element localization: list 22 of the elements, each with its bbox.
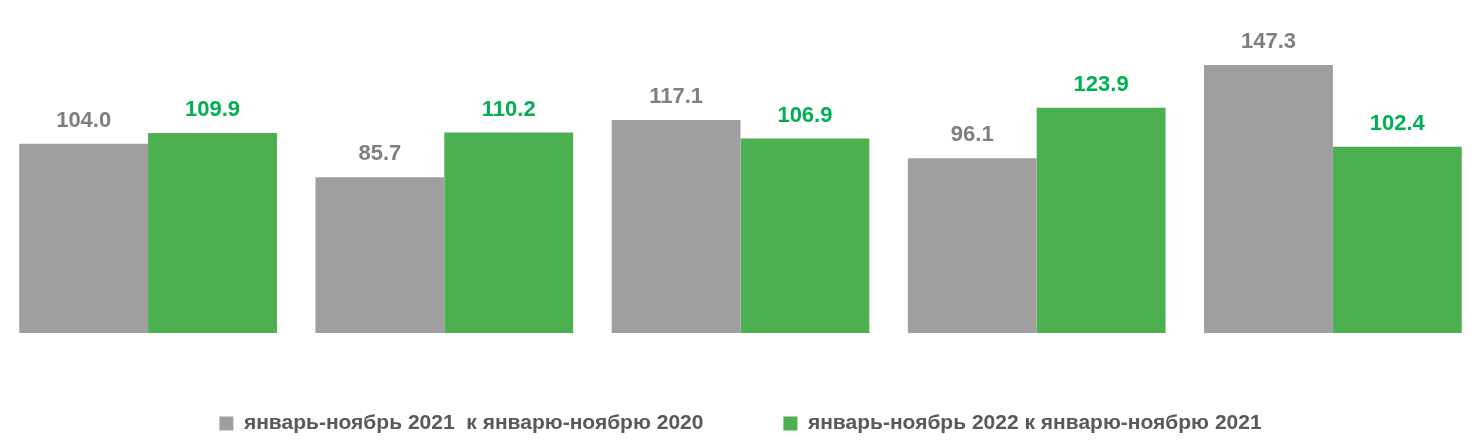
bar: [907, 158, 1037, 333]
bar: [444, 132, 574, 333]
data-label: 147.3: [1240, 28, 1297, 54]
data-label: 110.2: [481, 95, 536, 121]
bar: [740, 138, 870, 333]
data-label: 85.7: [358, 140, 402, 166]
data-label: 106.9: [777, 101, 833, 127]
data-label: 104.0: [56, 106, 112, 132]
bar: [1204, 65, 1333, 333]
data-label: 109.9: [184, 96, 241, 122]
data-label: 96.1: [950, 121, 994, 147]
bar: [1332, 146, 1462, 333]
data-label: 102.4: [1369, 109, 1426, 135]
bar: [611, 120, 741, 333]
data-label: 123.9: [1073, 70, 1129, 96]
bar: [148, 133, 277, 333]
legend-label: январь-ноябрь 2022 к январю-ноябрю 2021: [806, 410, 1262, 434]
bar: [19, 143, 149, 333]
bar: [1036, 107, 1166, 333]
legend-label: январь-ноябрь 2021 к январю-ноябрю 2020: [242, 410, 704, 434]
bar: [315, 177, 445, 333]
data-label: 117.1: [649, 83, 703, 109]
